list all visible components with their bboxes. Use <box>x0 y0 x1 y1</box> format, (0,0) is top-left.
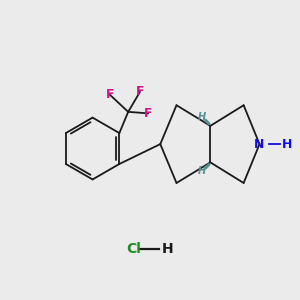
Text: F: F <box>106 88 114 101</box>
Text: H: H <box>161 242 173 256</box>
Text: H: H <box>198 112 206 122</box>
Text: F: F <box>144 107 152 120</box>
Text: H: H <box>198 166 206 176</box>
Text: Cl: Cl <box>126 242 141 256</box>
Text: H: H <box>282 138 293 151</box>
Text: N: N <box>254 138 265 151</box>
Text: F: F <box>136 85 144 98</box>
